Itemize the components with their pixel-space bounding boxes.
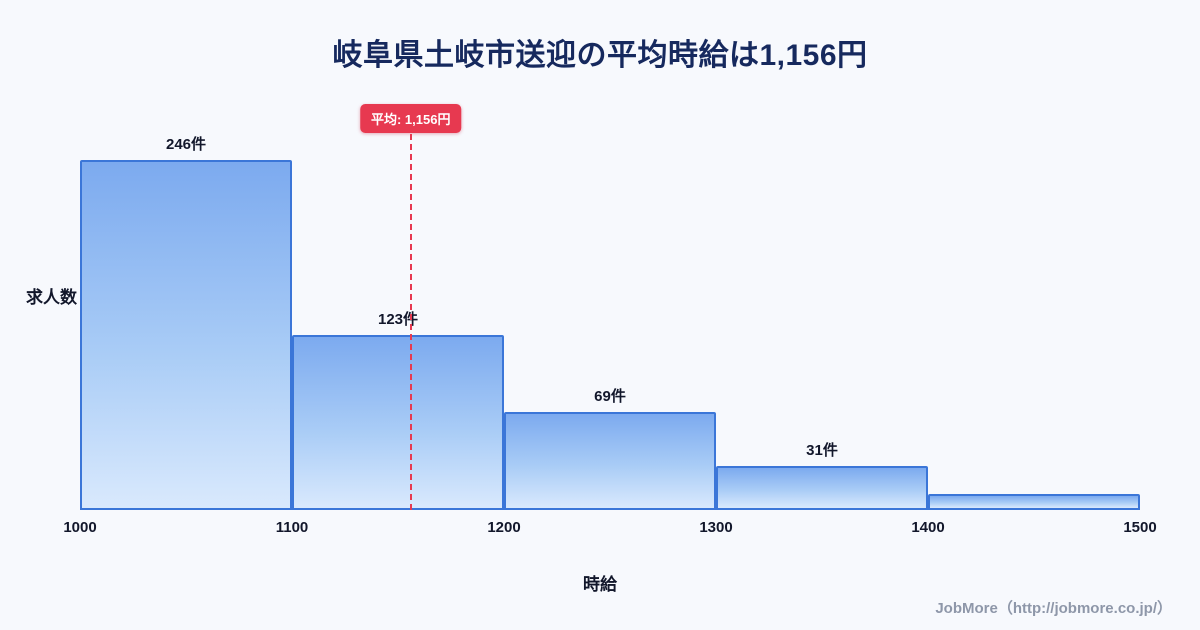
bar-value-label: 123件 [377,311,419,328]
footer-credit: JobMore（http://jobmore.co.jp/） [935,600,1172,617]
bar-value-label: 69件 [594,388,626,405]
bar-value-label: 246件 [165,136,207,153]
histogram-bar [716,466,928,510]
bar-value-label: 31件 [806,442,838,459]
x-tick-label: 1200 [487,519,521,536]
x-tick-label: 1400 [911,519,945,536]
x-tick-label: 1300 [699,519,733,536]
x-tick-label: 1000 [63,519,97,536]
y-axis-label: 求人数 [26,288,77,307]
x-tick-label: 1500 [1123,519,1157,536]
plot-area: 平均: 1,156円 246件 123件 69件 31件 1000 1100 1200 130… [63,104,1157,536]
x-tick-label: 1100 [275,519,309,536]
histogram-bar [80,160,292,510]
histogram-bar [928,494,1140,510]
x-axis-label: 時給 [583,575,617,594]
average-line [409,134,412,510]
average-badge: 平均: 1,156円 [359,104,462,133]
chart-title: 岐阜県土岐市送迎の平均時給は1,156円 [332,39,868,72]
histogram-bar [292,335,504,510]
histogram-bar [504,412,716,510]
